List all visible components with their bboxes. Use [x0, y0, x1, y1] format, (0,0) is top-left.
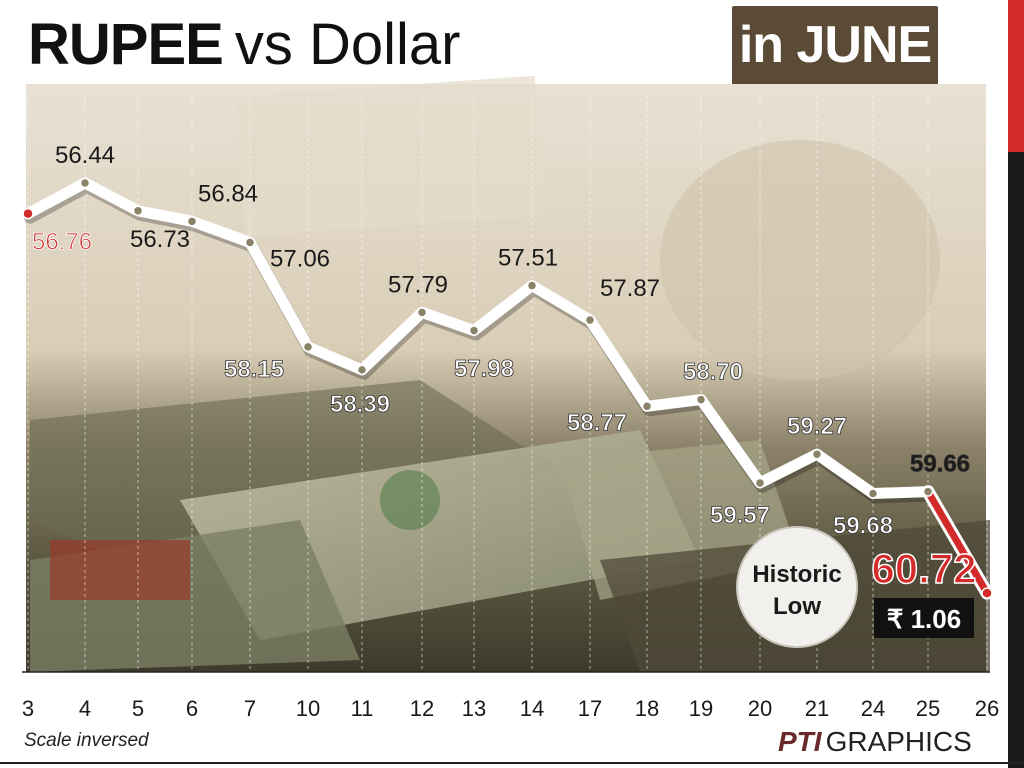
- x-tick-19: 19: [689, 696, 713, 721]
- point-11: [356, 364, 368, 376]
- point-19: [695, 394, 707, 405]
- credit-text: GRAPHICS: [825, 726, 972, 757]
- point-3: [22, 207, 34, 220]
- value-label-25: 59.66: [910, 451, 970, 478]
- point-26: [981, 587, 993, 599]
- x-tick-7: 7: [244, 696, 256, 721]
- badge-month: in JUNE: [738, 16, 932, 74]
- value-label-19: 58.70: [683, 359, 743, 386]
- value-label-14: 57.51: [498, 245, 558, 272]
- x-tick-20: 20: [748, 696, 772, 721]
- point-13: [468, 325, 480, 336]
- value-labels: 56.76 56.44 56.73 56.84 57.06 58.15 58.39 57.79…: [32, 142, 971, 540]
- x-tick-5: 5: [132, 696, 144, 721]
- x-tick-18: 18: [635, 696, 659, 721]
- chart-title: RUPEE vs Dollar: [28, 10, 460, 80]
- x-tick-13: 13: [462, 696, 486, 721]
- point-20: [754, 477, 766, 489]
- point-17: [584, 314, 596, 326]
- x-tick-25: 25: [916, 696, 940, 721]
- value-label-10: 58.15: [224, 356, 284, 383]
- value-label-21: 59.27: [787, 413, 847, 440]
- title-bold: RUPEE: [28, 12, 224, 77]
- point-21: [811, 448, 823, 460]
- change-label: ₹ 1.06: [887, 604, 961, 634]
- value-label-7: 57.06: [270, 245, 330, 272]
- change-box: [874, 598, 974, 638]
- value-label-6: 56.84: [198, 180, 258, 207]
- point-12: [416, 307, 428, 318]
- point-6: [186, 216, 198, 227]
- point-25: [922, 486, 934, 497]
- value-label-11: 58.39: [330, 391, 390, 418]
- callout-circle: [736, 526, 858, 648]
- value-label-12: 57.79: [388, 271, 448, 298]
- historic-low-callout: Historic Low 60.72 ₹ 1.06: [736, 526, 977, 648]
- value-label-5: 56.73: [130, 226, 190, 253]
- value-label-3: 56.76: [32, 229, 92, 256]
- value-label-13: 57.98: [454, 356, 514, 383]
- x-tick-10: 10: [296, 696, 320, 721]
- bottom-rule: [0, 762, 1024, 764]
- point-5: [132, 205, 144, 217]
- callout-line-2: Low: [773, 593, 821, 620]
- title-rest: vs Dollar: [234, 12, 461, 77]
- x-tick-12: 12: [410, 696, 434, 721]
- value-label-17: 57.87: [600, 275, 660, 302]
- callout-value: 60.72: [871, 545, 976, 592]
- point-24: [867, 488, 879, 499]
- point-4: [79, 177, 91, 189]
- vertical-gridlines: [27, 96, 988, 672]
- x-tick-26: 26: [975, 696, 999, 721]
- accent-bar: [1008, 0, 1024, 152]
- point-18: [641, 401, 653, 412]
- value-label-24: 59.68: [833, 513, 893, 540]
- edge-bar: [1008, 152, 1024, 768]
- x-axis-ticks: 3 4 5 6 7 10 11 12 13 14 17 18 19 20 21 24 25 26: [22, 696, 999, 721]
- callout-line-1: Historic: [752, 561, 841, 588]
- credit-logo: PTI: [778, 726, 822, 757]
- value-label-4: 56.44: [55, 142, 115, 169]
- final-segment: [924, 488, 991, 597]
- x-tick-14: 14: [520, 696, 544, 721]
- x-tick-3: 3: [22, 696, 34, 721]
- credit: PTI GRAPHICS: [778, 726, 972, 758]
- rate-points: [22, 177, 993, 599]
- x-tick-21: 21: [805, 696, 829, 721]
- value-label-20: 59.57: [710, 502, 770, 529]
- x-tick-6: 6: [186, 696, 198, 721]
- scale-note: Scale inversed: [24, 730, 149, 751]
- line-chart: 56.76 56.44 56.73 56.84 57.06 58.15 58.39 57.79…: [22, 75, 999, 721]
- x-tick-11: 11: [351, 696, 374, 721]
- value-label-18: 58.77: [567, 409, 627, 436]
- x-tick-4: 4: [79, 696, 91, 721]
- point-14: [526, 280, 538, 291]
- point-7: [244, 237, 256, 248]
- point-10: [302, 341, 314, 353]
- x-tick-24: 24: [861, 696, 885, 721]
- x-tick-17: 17: [578, 696, 602, 721]
